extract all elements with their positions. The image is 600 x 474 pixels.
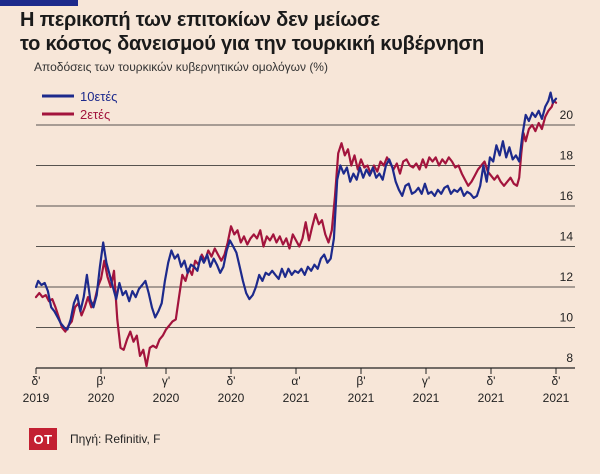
x-tick-label-quarter-7: δ' (487, 374, 496, 388)
y-tick-label-20: 20 (560, 108, 574, 122)
publisher-logo: ΟΤ (29, 428, 57, 450)
x-tick-label-quarter-5: β' (356, 374, 365, 388)
x-tick-label-year-7: 2021 (478, 391, 505, 405)
x-tick-label-quarter-8: δ' (552, 374, 561, 388)
x-tick-label-quarter-0: δ' (32, 374, 41, 388)
x-tick-marks (35, 368, 557, 374)
y-tick-label-12: 12 (560, 270, 574, 284)
x-tick-label-year-0: 2019 (23, 391, 50, 405)
x-tick-label-year-1: 2020 (88, 391, 115, 405)
y-tick-label-8: 8 (566, 351, 573, 365)
chart-title: Η περικοπή των επιτοκίων δεν μείωσε το κ… (20, 8, 590, 56)
x-tick-label-year-8: 2021 (543, 391, 570, 405)
x-tick-label-year-5: 2021 (348, 391, 375, 405)
series-lines (34, 91, 558, 368)
x-tick-label-quarter-2: γ' (162, 374, 170, 388)
x-tick-label-year-4: 2021 (283, 391, 310, 405)
x-tick-label-quarter-4: α' (291, 374, 300, 388)
y-tick-label-18: 18 (560, 149, 574, 163)
x-tick-label-quarter-1: β' (96, 374, 105, 388)
legend-label-0: 10ετές (80, 89, 117, 104)
y-tick-label-10: 10 (560, 311, 574, 325)
x-tick-label-year-3: 2020 (218, 391, 245, 405)
series-line-0 (34, 91, 558, 331)
x-tick-labels: δ' 2019 β' 2020 γ' 2020 δ' 2020 α' 2021 β' 2021 γ' 20… (23, 374, 570, 405)
x-tick-label-year-2: 2020 (153, 391, 180, 405)
x-tick-label-quarter-3: δ' (227, 374, 236, 388)
chart-subtitle: Αποδόσεις των τουρκικών κυβερνητικών ομο… (34, 60, 328, 74)
x-tick-label-quarter-6: γ' (422, 374, 430, 388)
y-tick-label-16: 16 (560, 189, 574, 203)
x-tick-label-year-6: 2021 (413, 391, 440, 405)
y-tick-labels: 8 10 12 14 16 18 20 (560, 108, 574, 365)
chart-title-line-2: το κόστος δανεισμού για την τουρκική κυβ… (20, 33, 485, 55)
legend-label-1: 2ετές (80, 107, 110, 122)
source-note: Πηγή: Refinitiv, F (70, 432, 161, 446)
legend: 10ετές 2ετές (42, 89, 117, 122)
top-accent-bar (0, 0, 78, 6)
chart-title-line-1: Η περικοπή των επιτοκίων δεν μείωσε (20, 9, 380, 31)
series-line-1 (34, 99, 558, 368)
y-tick-label-14: 14 (560, 230, 574, 244)
